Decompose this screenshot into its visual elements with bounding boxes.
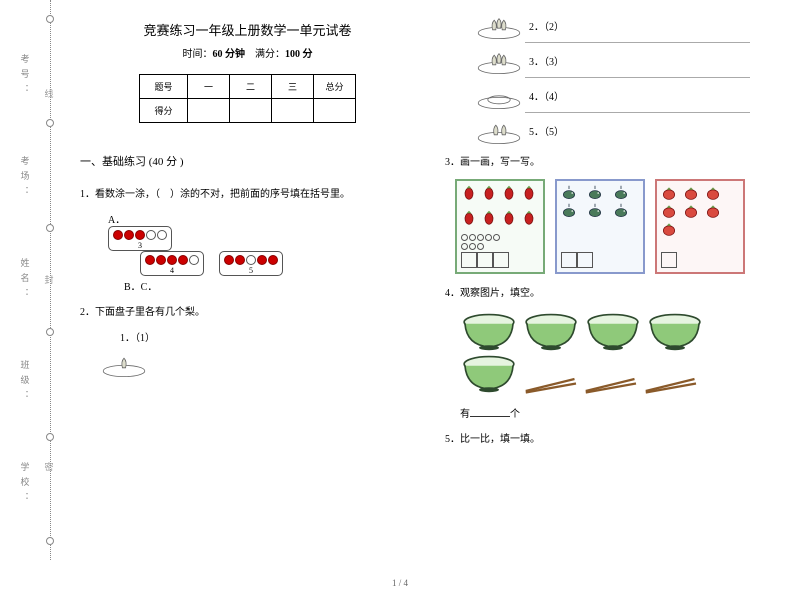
binding-label: 考场： [19, 156, 32, 201]
q3-text: 3．画一画，写一写。 [445, 155, 780, 171]
q1-option-a: A． [108, 211, 415, 226]
score-td [188, 99, 230, 123]
bowl-icon [646, 312, 704, 352]
q4-text: 4．观察图片，填空。 [445, 286, 780, 302]
q4-answer: 有个 [460, 405, 780, 420]
q5-text: 5．比一比，填一填。 [445, 432, 780, 448]
dot-box-b: 4 [140, 251, 204, 276]
pear-plate-icon [475, 45, 523, 75]
exam-subtitle: 时间：60 分钟 满分：100 分 [80, 45, 415, 60]
binding-label: 班级： [19, 360, 32, 405]
binding-label: 姓名： [19, 258, 32, 303]
pear-plate-icon [100, 348, 148, 378]
bowl-icon [522, 312, 580, 352]
cut-char: 封 [44, 273, 53, 286]
bowl-icon [460, 385, 518, 397]
pic-box-strawberries [455, 179, 545, 274]
score-th: 一 [188, 75, 230, 99]
bowl-icon [584, 312, 642, 352]
q1-option-bc: B．C． [124, 278, 415, 293]
pic-box-birds [555, 179, 645, 274]
pic-box-tomatoes [655, 179, 745, 274]
section-heading: 一、基础练习 (40 分 ) [80, 153, 415, 169]
q2-idx: 5．（5） [529, 123, 585, 138]
binding-label: 考号： [19, 54, 32, 99]
score-td: 得分 [140, 99, 188, 123]
score-th: 二 [230, 75, 272, 99]
score-th: 三 [272, 75, 314, 99]
bowl-icon [460, 312, 518, 352]
page-number: 1 / 4 [0, 578, 800, 588]
dot-box-c: 5 [219, 251, 283, 276]
q2-idx: 2．（2） [529, 18, 585, 33]
exam-title: 竞赛练习一年级上册数学一单元试卷 [80, 20, 415, 39]
chopsticks-icon [642, 385, 702, 397]
score-table: 题号 一 二 三 总分 得分 [139, 74, 356, 123]
binding-label: 学校： [19, 462, 32, 507]
score-th: 总分 [314, 75, 356, 99]
chopsticks-icon [522, 385, 582, 397]
q2-text: 2．下面盘子里各有几个梨。 [80, 305, 415, 321]
score-td [314, 99, 356, 123]
score-td [230, 99, 272, 123]
pear-plate-icon [475, 80, 523, 110]
q2-idx: 1．（1） [120, 329, 155, 344]
binding-dotline: 线 封 密 [40, 0, 60, 560]
bowls-area [460, 312, 760, 397]
dot-box-a: 3 [108, 226, 172, 251]
chopsticks-icon [582, 385, 642, 397]
q1-text: 1．看数涂一涂，（ ）涂的不对，把前面的序号填在括号里。 [80, 187, 415, 203]
score-th: 题号 [140, 75, 188, 99]
pear-plate-icon [475, 115, 523, 145]
cut-char: 线 [44, 87, 53, 100]
q2-idx: 4．（4） [529, 88, 585, 103]
pear-plate-icon [475, 10, 523, 40]
cut-char: 密 [44, 460, 53, 473]
q2-idx: 3．（3） [529, 53, 585, 68]
score-td [272, 99, 314, 123]
